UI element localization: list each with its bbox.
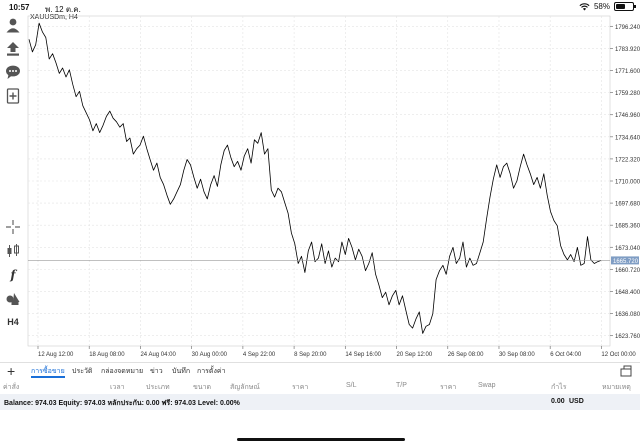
col-comment: หมายเหตุ — [602, 384, 631, 391]
layout-toggle-icon[interactable] — [620, 365, 632, 377]
y-tick-label: 1660.720 — [615, 268, 640, 274]
status-right: 58% — [579, 2, 636, 11]
y-tick-label: 1722.320 — [615, 157, 640, 163]
col-profit: กำไร — [551, 384, 567, 391]
x-tick-label: 12 Oct 00:00 — [601, 352, 636, 358]
y-tick-label: 1636.080 — [615, 312, 640, 318]
y-tick-label: 1648.400 — [615, 290, 640, 296]
candlestick-icon[interactable] — [4, 242, 22, 260]
y-tick-label: 1783.920 — [615, 47, 640, 53]
status-bar: 10:57 พ. 12 ต.ค. 58% — [0, 0, 640, 14]
left-toolbar: f H4 — [0, 14, 26, 360]
timeframe-h4[interactable]: H4 — [7, 317, 19, 327]
y-tick-label: 1759.280 — [615, 91, 640, 97]
chart-symbol: XAUUSDm, H4 — [30, 14, 78, 21]
chart-canvas[interactable]: 1796.240 1783.920 1771.600 1759.280 1746.960… — [26, 14, 640, 360]
plot-frame — [27, 15, 611, 347]
x-tick-label: 26 Sep 08:00 — [448, 352, 484, 358]
x-tick-label: 18 Aug 08:00 — [89, 352, 125, 358]
home-indicator[interactable] — [237, 438, 405, 441]
col-order: ค่าสั่ง — [3, 384, 20, 391]
total-profit: 0.00 — [551, 398, 565, 405]
x-tick-label: 4 Sep 22:00 — [243, 352, 276, 358]
balance-summary: Balance: 974.03 Equity: 974.03 หลักประกั… — [4, 400, 240, 407]
tab-history[interactable]: ประวัติ — [72, 368, 93, 375]
price-chart[interactable]: XAUUSDm, H4 1796.240 1783.920 1771.600 1759… — [26, 14, 640, 360]
trade-up-icon[interactable] — [4, 40, 22, 58]
y-tick-label: 1673.040 — [615, 246, 640, 252]
x-tick-label: 12 Aug 12:00 — [38, 352, 74, 358]
account-currency: USD — [569, 398, 584, 405]
status-time: 10:57 — [9, 3, 30, 12]
battery-icon — [614, 2, 636, 11]
col-tp: T/P — [396, 382, 407, 389]
chart-grid — [27, 15, 611, 347]
col-symbol: สัญลักษณ์ — [230, 384, 260, 391]
active-tab-indicator — [31, 376, 65, 378]
y-tick-label: 1746.960 — [615, 113, 640, 119]
x-tick-label: 8 Sep 20:00 — [294, 352, 327, 358]
chart-series — [28, 22, 602, 334]
y-tick-label: 1771.600 — [615, 69, 640, 75]
battery-percent: 58% — [593, 2, 610, 11]
tab-mailbox[interactable]: กล่องจดหมาย — [101, 368, 144, 375]
y-tick-label: 1623.760 — [615, 334, 640, 340]
y-tick-label: 1734.640 — [615, 135, 640, 141]
account-icon[interactable] — [4, 16, 22, 34]
positions-column-headers: ค่าสั่ง เวลา ประเภท ขนาด สัญลักษณ์ ราคา … — [0, 380, 640, 392]
y-tick-label: 1685.360 — [615, 224, 640, 230]
x-tick-label: 14 Sep 16:00 — [345, 352, 381, 358]
tab-news[interactable]: ข่าว — [150, 368, 163, 375]
x-tick-label: 30 Sep 08:00 — [499, 352, 535, 358]
x-tick-label: 20 Sep 12:00 — [397, 352, 433, 358]
tab-trade[interactable]: การซื้อขาย — [31, 368, 65, 375]
col-current-price: ราคา — [440, 384, 457, 391]
plus-icon[interactable]: + — [7, 363, 16, 379]
col-type: ประเภท — [146, 384, 170, 391]
x-tick-label: 6 Oct 04:00 — [550, 352, 582, 358]
x-tick-label: 24 Aug 04:00 — [140, 352, 176, 358]
col-volume: ขนาด — [193, 384, 212, 391]
y-tick-label: 1710.000 — [615, 180, 640, 186]
x-tick-label: 30 Aug 00:00 — [192, 352, 228, 358]
col-price: ราคา — [292, 384, 309, 391]
col-time: เวลา — [110, 384, 125, 391]
wifi-icon — [579, 2, 590, 11]
crosshair-icon[interactable] — [4, 218, 22, 236]
current-price-tag — [611, 256, 639, 265]
current-price-label: 1665.720 — [613, 259, 639, 265]
new-order-icon[interactable] — [4, 87, 22, 105]
objects-icon[interactable] — [4, 289, 22, 307]
balance-row: Balance: 974.03 Equity: 974.03 หลักประกั… — [0, 394, 640, 410]
status-date: พ. 12 ต.ค. — [45, 5, 81, 14]
y-tick-label: 1697.680 — [615, 202, 640, 208]
col-swap: Swap — [478, 382, 496, 389]
function-icon[interactable]: f — [10, 268, 16, 282]
chat-icon[interactable] — [4, 63, 22, 81]
tab-journal[interactable]: บันทึก — [172, 368, 191, 375]
bottom-tabs: + การซื้อขาย ประวัติ กล่องจดหมาย ข่าว บั… — [0, 362, 640, 379]
chart-price-tag: 1665.720 — [28, 256, 639, 265]
chart-axes: 1796.240 1783.920 1771.600 1759.280 1746.960… — [37, 25, 640, 358]
price-line — [28, 22, 602, 334]
col-sl: S/L — [346, 382, 357, 389]
tab-settings[interactable]: การตั้งค่า — [197, 368, 226, 375]
y-tick-label: 1796.240 — [615, 25, 640, 31]
